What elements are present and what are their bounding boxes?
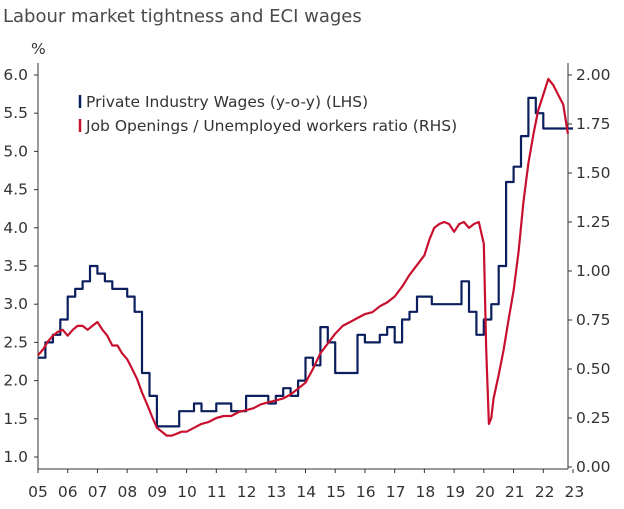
right-tick-label: 0.75	[576, 311, 611, 329]
x-tick-label: 06	[58, 483, 78, 501]
left-tick-label: 6.0	[3, 66, 28, 84]
x-tick-label: 14	[296, 483, 316, 501]
x-tick-label: 11	[207, 483, 227, 501]
x-tick-label: 23	[565, 483, 585, 501]
right-tick-label: 1.00	[576, 262, 611, 280]
x-tick-label: 16	[356, 483, 376, 501]
left-tick-label: 2.5	[3, 333, 28, 351]
x-tick-label: 15	[326, 483, 346, 501]
right-tick-label: 0.25	[576, 409, 611, 427]
x-tick-label: 08	[118, 483, 138, 501]
x-tick-label: 10	[177, 483, 197, 501]
chart-legend: Private Industry Wages (y-o-y) (LHS) Job …	[78, 93, 457, 135]
left-tick-label: 1.0	[3, 448, 28, 466]
x-tick-label: 13	[267, 483, 287, 501]
wages-series-line	[38, 96, 573, 428]
left-tick-label: 5.0	[3, 142, 28, 160]
left-tick-label: 4.5	[3, 181, 28, 199]
left-axis-unit: %	[31, 40, 46, 58]
chart-axes	[34, 63, 574, 473]
x-tick-label: 17	[386, 483, 406, 501]
left-tick-label: 2.0	[3, 372, 28, 390]
x-tick-label: 07	[88, 483, 108, 501]
x-tick-label: 21	[505, 483, 525, 501]
right-tick-label: 0.50	[576, 360, 611, 378]
right-tick-label: 0.00	[576, 458, 611, 476]
x-tick-label: 12	[237, 483, 257, 501]
chart-title: Labour market tightness and ECI wages	[3, 6, 362, 27]
x-tick-label: 09	[147, 483, 167, 501]
left-tick-label: 5.5	[3, 104, 28, 122]
tick-labels: 1.0 1.5 2.0 2.5 3.0 3.5 4.0 4.5 5.0 5.5 6.0 0.00 0.2…	[3, 66, 610, 501]
x-tick-label: 19	[445, 483, 465, 501]
x-tick-label: 05	[28, 483, 48, 501]
left-tick-label: 3.0	[3, 295, 28, 313]
left-tick-label: 4.0	[3, 219, 28, 237]
chart-series	[37, 77, 573, 437]
job-openings-series-line	[37, 77, 569, 437]
right-tick-label: 2.00	[576, 66, 611, 84]
x-tick-label: 18	[416, 483, 436, 501]
right-tick-label: 1.50	[576, 164, 611, 182]
legend-label: Private Industry Wages (y-o-y) (LHS)	[86, 93, 368, 111]
x-tick-label: 20	[475, 483, 495, 501]
left-tick-label: 3.5	[3, 257, 28, 275]
legend-label: Job Openings / Unemployed workers ratio …	[85, 117, 457, 135]
left-tick-label: 1.5	[3, 410, 28, 428]
x-tick-label: 22	[535, 483, 555, 501]
right-tick-label: 1.75	[576, 115, 611, 133]
right-tick-label: 1.25	[576, 213, 611, 231]
